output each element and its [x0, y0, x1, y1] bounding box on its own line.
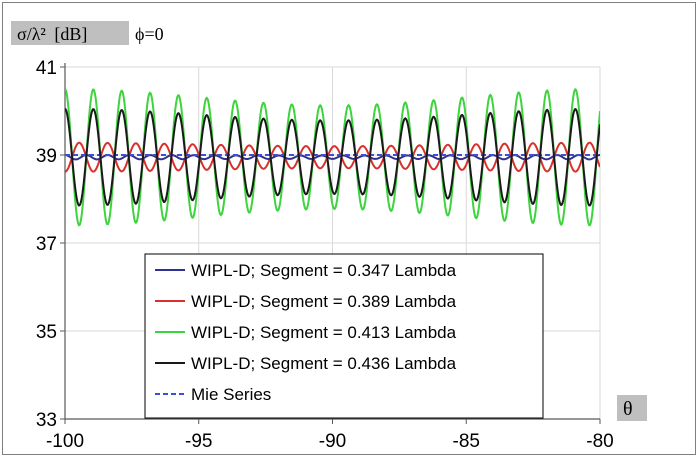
x-tick-label: -85	[453, 431, 480, 452]
x-tick-label: -100	[46, 431, 84, 452]
series-layer	[65, 87, 600, 227]
phi-annotation: ϕ=0	[135, 24, 164, 44]
legend-label: WIPL-D; Segment = 0.436 Lambda	[191, 354, 457, 373]
axes	[60, 63, 601, 424]
svg-text:θ: θ	[623, 398, 633, 420]
legend-label: WIPL-D; Segment = 0.347 Lambda	[191, 261, 457, 280]
legend-label: WIPL-D; Segment = 0.389 Lambda	[191, 292, 457, 311]
chart-frame: 33 35 37 39 41 -100 -95 -90 -85 -80 σ/λ² [dB] ϕ=0…	[2, 2, 696, 455]
chart: 33 35 37 39 41 -100 -95 -90 -85 -80 σ/λ² [dB] ϕ=0…	[11, 21, 647, 452]
y-tick-label: 41	[36, 58, 57, 79]
y-axis-symbol: σ/λ²	[17, 24, 46, 44]
y-tick-label: 37	[36, 234, 57, 255]
tick-labels: 33 35 37 39 41 -100 -95 -90 -85 -80	[36, 58, 614, 452]
y-axis-unit: [dB]	[54, 24, 87, 44]
x-tick-label: -80	[586, 431, 613, 452]
series-line	[65, 107, 600, 207]
legend-label: Mie Series	[191, 385, 271, 404]
y-tick-label: 35	[36, 322, 57, 343]
x-tick-label: -95	[185, 431, 212, 452]
legend: WIPL-D; Segment = 0.347 Lambda WIPL-D; Se…	[144, 253, 544, 419]
x-axis-label: θ	[617, 395, 647, 421]
y-axis-label: σ/λ² [dB]	[11, 21, 129, 45]
svg-text:σ/λ² [dB]: σ/λ² [dB]	[17, 24, 87, 44]
x-tick-label: -90	[319, 431, 346, 452]
legend-box	[144, 253, 544, 419]
y-tick-label: 39	[36, 146, 57, 167]
legend-label: WIPL-D; Segment = 0.413 Lambda	[191, 323, 457, 342]
y-tick-label: 33	[36, 410, 57, 431]
